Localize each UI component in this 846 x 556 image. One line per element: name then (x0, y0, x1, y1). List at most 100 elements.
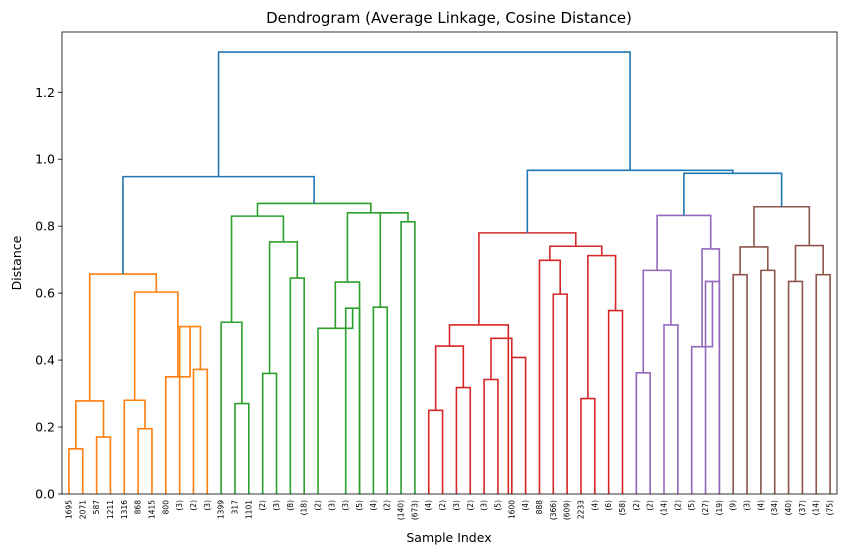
plot-frame (61, 31, 838, 495)
dendrogram-link (334, 281, 361, 494)
leaf-label: (75) (826, 500, 835, 515)
dendrogram-link (538, 259, 562, 494)
dendrogram-link (123, 399, 146, 494)
leaf-label: (2) (632, 500, 641, 511)
dendrogram-link (379, 211, 409, 308)
dendrogram-link (656, 214, 712, 271)
dendrogram-link (220, 321, 243, 494)
leaf-label: (140) (397, 500, 406, 520)
leaf-label: 1399 (217, 500, 226, 519)
dendrogram-link (217, 51, 631, 177)
dendrogram-link (478, 232, 577, 325)
leaf-label: 868 (134, 500, 143, 515)
dendrogram-link (510, 356, 527, 494)
leaf-label: (14) (660, 500, 669, 515)
leaf-label: (2) (314, 500, 323, 511)
leaf-label: 1695 (64, 500, 73, 519)
y-axis: 0.0 0.2 0.4 0.6 0.8 1.0 1.2 (35, 85, 62, 502)
dendrogram-link (95, 436, 112, 494)
dendrogram-link (68, 448, 84, 494)
dendrogram-link (317, 308, 354, 494)
dendrogram-link (261, 372, 278, 494)
y-tick-label: 0.8 (35, 219, 55, 234)
leaf-label: (609) (563, 500, 572, 520)
leaf-label: (18) (300, 500, 309, 515)
leaf-label: (2) (383, 500, 392, 511)
y-tick-label: 1.2 (35, 85, 55, 100)
dendrogram-link (580, 397, 596, 494)
leaf-label: 2071 (78, 500, 87, 519)
leaf-label: (5) (687, 500, 696, 511)
dendrogram-link (483, 378, 499, 494)
plot-area (68, 51, 831, 494)
leaf-label: (2) (466, 500, 475, 511)
leaf-label: (2) (189, 500, 198, 511)
leaf-label: (3) (452, 500, 461, 511)
y-tick-label: 0.4 (35, 353, 55, 368)
leaf-label: 1316 (120, 500, 129, 519)
dendrogram-link (607, 309, 624, 494)
leaf-label: (19) (715, 500, 724, 515)
leaf-label: (673) (410, 500, 419, 520)
leaf-label: (4) (756, 500, 765, 511)
leaf-label: 1415 (147, 500, 156, 519)
leaf-label: (3) (272, 500, 281, 511)
x-axis-label: Sample Index (406, 530, 491, 545)
dendrogram-link (75, 400, 105, 449)
x-axis: 1695 2071 587 1211 1316 868 1415 800 (3) (2) (3) 13… (64, 500, 834, 520)
dendrogram-link (549, 245, 603, 261)
dendrogram-link (192, 368, 209, 494)
y-tick-label: 0.0 (35, 487, 55, 502)
dendrogram-link (787, 280, 804, 494)
dendrogram-link (344, 307, 361, 494)
leaf-label: (27) (701, 500, 710, 515)
dendrogram-link (732, 273, 748, 494)
dendrogram-link (760, 269, 776, 494)
dendrogram-link (701, 248, 721, 494)
dendrogram-link (642, 269, 672, 373)
dendrogram-link (234, 402, 250, 494)
leaf-label: (3) (341, 500, 350, 511)
chart-title: Dendrogram (Average Linkage, Cosine Dist… (266, 9, 632, 27)
dendrogram-link (635, 372, 651, 494)
dendrogram-link (690, 281, 714, 494)
leaf-label: (4) (521, 500, 530, 511)
leaf-label: 317 (230, 500, 239, 515)
dendrogram-link (133, 291, 179, 401)
leaf-label: 587 (92, 500, 101, 515)
leaf-label: (2) (673, 500, 682, 511)
leaf-label: 1600 (507, 500, 516, 519)
dendrogram-link (137, 427, 153, 494)
leaf-label: 800 (161, 500, 170, 515)
dendrogram-link (268, 241, 299, 374)
dendrogram-link (815, 273, 831, 494)
leaf-label: 2233 (576, 500, 585, 519)
dendrogram-link (230, 215, 285, 323)
leaf-label: (5) (493, 500, 502, 511)
dendrogram-link (587, 254, 617, 399)
leaf-label: (366) (549, 500, 558, 520)
leaf-label: (5) (355, 500, 364, 511)
leaf-label: (3) (743, 500, 752, 511)
leaf-label: 1211 (106, 500, 115, 519)
dendrogram-link (400, 221, 416, 494)
dendrogram-link (753, 205, 811, 247)
dendrogram-link (372, 306, 389, 494)
leaf-label: (9) (729, 500, 738, 511)
y-axis-label: Distance (9, 235, 24, 290)
leaf-label: (14) (812, 500, 821, 515)
leaf-label: (3) (327, 500, 336, 511)
dendrogram-link (289, 277, 305, 494)
leaf-label: 888 (535, 500, 544, 515)
leaf-label: (37) (798, 500, 807, 515)
dendrogram-link (346, 211, 395, 283)
dendrogram-link (552, 293, 568, 494)
y-tick-label: 0.6 (35, 286, 55, 301)
dendrogram-link (448, 324, 510, 494)
leaf-label: (6) (604, 500, 613, 511)
dendrogram-link (663, 324, 679, 494)
leaf-label: (2) (258, 500, 267, 511)
dendrogram-link (256, 202, 372, 217)
leaf-label: (3) (203, 500, 212, 511)
